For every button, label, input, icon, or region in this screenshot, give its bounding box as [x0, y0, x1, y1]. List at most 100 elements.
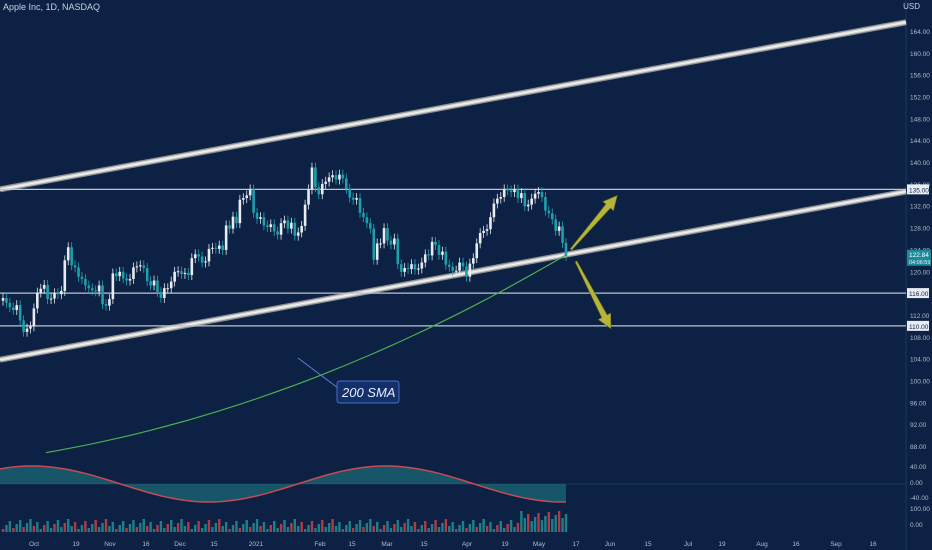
volume-bar [248, 527, 252, 532]
candle [369, 223, 372, 229]
countdown-label: 04:06:59 [909, 260, 930, 266]
volume-bar [403, 523, 406, 532]
candle [159, 292, 163, 299]
candle [351, 197, 355, 200]
candle [379, 243, 382, 245]
candle [169, 281, 173, 289]
candle [430, 241, 434, 256]
volume-bar [310, 521, 314, 532]
candle [36, 292, 39, 309]
volume-bar [290, 523, 293, 532]
candle [214, 247, 218, 249]
candle [283, 220, 286, 224]
volume-bar [434, 520, 437, 532]
volume-bar [451, 522, 454, 532]
candle [5, 298, 8, 303]
candle [499, 197, 503, 199]
volume-bar [533, 517, 537, 532]
volume-bar [503, 528, 506, 532]
volume-bar [520, 511, 523, 532]
candle [293, 222, 297, 236]
volume-bar [121, 521, 125, 532]
oscillator-tick-label: 0.00 [910, 480, 923, 487]
candle [530, 198, 533, 205]
candle [11, 307, 15, 311]
current-price-label: 122.84 [909, 252, 929, 259]
volume-bar [218, 519, 221, 532]
volume-bar [180, 519, 183, 532]
arrow-shape [574, 260, 612, 330]
volume-bar [12, 528, 15, 532]
volume-bar [269, 525, 272, 532]
candle [526, 204, 530, 207]
volume-bar [369, 519, 372, 532]
candle [242, 198, 245, 200]
candle [101, 285, 104, 305]
candle [406, 267, 410, 270]
x-tick-label: 15 [420, 541, 428, 548]
candle [489, 217, 492, 230]
volume-bar [338, 522, 341, 532]
candle [259, 217, 262, 219]
candle [554, 219, 558, 231]
volume-bar [544, 516, 547, 532]
candle [49, 298, 53, 300]
candle [84, 278, 87, 286]
candle [152, 280, 156, 286]
candle [482, 230, 485, 234]
candle [125, 278, 128, 281]
volume-bar [115, 529, 118, 532]
y-tick-label: 120.00 [910, 269, 930, 276]
volume-bar [393, 524, 396, 532]
candle [238, 199, 242, 224]
y-tick-label: 88.00 [910, 444, 927, 451]
candle [231, 216, 235, 229]
volume-bar [163, 528, 166, 532]
volume-bar [197, 521, 200, 532]
volume-bar [238, 528, 242, 532]
volume-bar [60, 527, 63, 532]
candle [87, 285, 91, 289]
volume-bar [321, 520, 324, 532]
level-price-tag [907, 184, 929, 195]
candle [478, 233, 482, 244]
candle [451, 266, 455, 271]
candle [544, 197, 547, 211]
candle [135, 266, 139, 268]
y-tick-label: 128.00 [910, 226, 930, 233]
volume-bar [139, 523, 142, 532]
y-tick-label: 140.00 [910, 160, 930, 167]
candle [190, 258, 194, 276]
candle [145, 267, 149, 282]
x-tick-label: Aug [756, 541, 768, 548]
volume-bar [183, 526, 187, 532]
volume-bar [286, 527, 290, 532]
volume-bar [448, 526, 451, 532]
candle [149, 281, 152, 286]
volume-bar [56, 520, 60, 532]
volume-bar [527, 514, 530, 532]
candle [523, 193, 527, 207]
volume-bar [382, 525, 386, 532]
candle [139, 265, 142, 267]
candle [269, 224, 273, 228]
candle [114, 273, 118, 277]
x-tick-label: 15 [644, 541, 652, 548]
volume-bar [551, 519, 554, 532]
volume-bar [537, 513, 540, 532]
volume-bar [211, 527, 214, 532]
candle [417, 268, 420, 270]
candle [540, 192, 544, 197]
volume-bar [410, 526, 413, 532]
candle [506, 189, 509, 191]
volume-bar [276, 528, 279, 532]
volume-bar [25, 523, 29, 532]
candle [403, 267, 406, 272]
volume-bar [273, 521, 276, 532]
x-tick-label: May [533, 541, 546, 548]
candle [550, 213, 554, 220]
volume-bar [355, 524, 358, 532]
x-tick-label: Dec [174, 541, 186, 548]
volume-bar [564, 514, 568, 532]
